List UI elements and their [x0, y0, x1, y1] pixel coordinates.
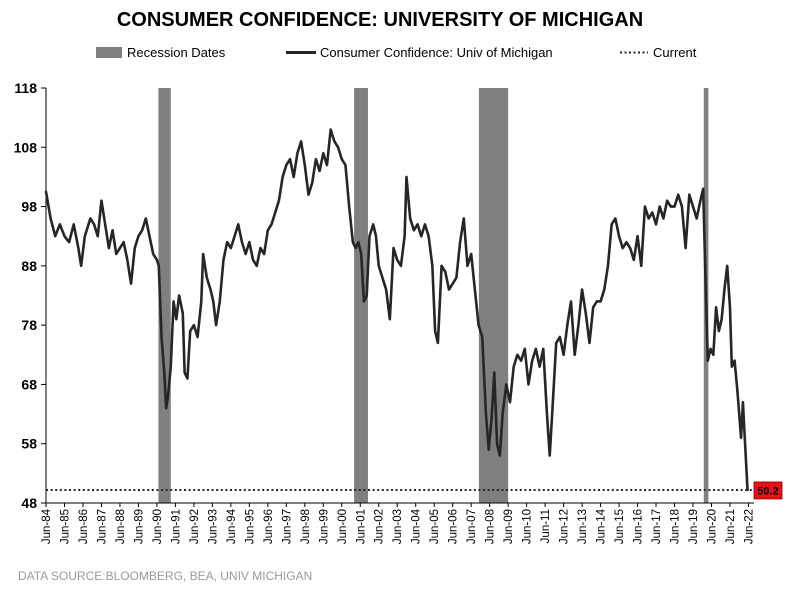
- x-tick-label-Jun-21: Jun-21: [725, 509, 737, 544]
- x-tick-label-Jun-90: Jun-90: [152, 509, 164, 544]
- x-tick-label-Jun-14: Jun-14: [596, 508, 608, 544]
- plot-area: 48 58 68 78 88 98 108 118 Jun-84 Jun-85 Jun-86 Jun-…: [14, 80, 783, 544]
- y-tick-label-108: 108: [14, 139, 38, 155]
- data-source-note: DATA SOURCE:BLOOMBERG, BEA, UNIV MICHIGA…: [18, 569, 312, 583]
- recession-band-3: [478, 88, 509, 503]
- y-tick-label-58: 58: [21, 436, 37, 452]
- legend: Recession Dates Consumer Confidence: Uni…: [96, 45, 697, 60]
- y-tick-label-48: 48: [21, 495, 37, 511]
- y-tick-label-88: 88: [21, 258, 37, 274]
- x-tick-label-Jun-12: Jun-12: [559, 509, 571, 544]
- x-tick-label-Jun-87: Jun-87: [96, 509, 108, 544]
- y-tick-label-118: 118: [14, 80, 37, 96]
- x-tick-label-Jun-86: Jun-86: [78, 509, 90, 544]
- x-tick-label-Jun-94: Jun-94: [226, 508, 238, 544]
- x-tick-label-Jun-11: Jun-11: [540, 509, 552, 543]
- x-tick-label-Jun-08: Jun-08: [485, 509, 497, 544]
- x-tick-label-Jun-96: Jun-96: [263, 509, 275, 544]
- x-tick-label-Jun-93: Jun-93: [207, 509, 219, 544]
- current-value-callout: [753, 481, 783, 500]
- x-tick-label-Jun-13: Jun-13: [577, 509, 589, 544]
- x-tick-label-Jun-92: Jun-92: [189, 509, 201, 544]
- x-tick-label-Jun-07: Jun-07: [466, 509, 478, 544]
- current-value-label: 50.2: [757, 485, 778, 497]
- legend-swatch-recession: [96, 47, 122, 58]
- legend-label-current: Current: [653, 45, 697, 60]
- x-tick-label-Jun-16: Jun-16: [633, 509, 645, 544]
- legend-label-confidence: Consumer Confidence: Univ of Michigan: [320, 45, 553, 60]
- x-tick-label-Jun-01: Jun-01: [355, 509, 367, 544]
- recession-band-2: [354, 88, 368, 503]
- x-tick-label-Jun-89: Jun-89: [133, 509, 145, 544]
- x-tick-label-Jun-18: Jun-18: [670, 509, 682, 544]
- x-tick-label-Jun-03: Jun-03: [392, 509, 404, 544]
- series-line-consumer-confidence: [44, 128, 749, 492]
- x-tick-label-Jun-97: Jun-97: [281, 509, 293, 544]
- x-tick-label-Jun-06: Jun-06: [448, 509, 460, 544]
- y-tick-label-98: 98: [21, 199, 37, 215]
- x-tick-label-Jun-15: Jun-15: [614, 509, 626, 544]
- x-tick-label-Jun-84: Jun-84: [41, 508, 53, 544]
- x-tick-label-Jun-04: Jun-04: [411, 508, 423, 544]
- x-tick-label-Jun-22: Jun-22: [743, 509, 755, 544]
- x-tick-label-Jun-10: Jun-10: [522, 509, 534, 544]
- x-tick-label-Jun-19: Jun-19: [688, 509, 700, 544]
- x-tick-label-Jun-85: Jun-85: [59, 509, 71, 544]
- x-tick-label-Jun-17: Jun-17: [651, 509, 663, 544]
- x-tick-label-Jun-00: Jun-00: [337, 509, 349, 544]
- x-tick-label-Jun-09: Jun-09: [503, 509, 515, 544]
- x-tick-label-Jun-95: Jun-95: [244, 509, 256, 544]
- x-tick-label-Jun-20: Jun-20: [706, 509, 718, 544]
- y-tick-label-78: 78: [21, 317, 37, 333]
- x-tick-label-Jun-05: Jun-05: [429, 509, 441, 544]
- x-tick-label-Jun-88: Jun-88: [115, 509, 127, 544]
- x-tick-label-Jun-98: Jun-98: [300, 509, 312, 544]
- x-tick-label-Jun-02: Jun-02: [374, 509, 386, 544]
- legend-label-recession: Recession Dates: [127, 45, 226, 60]
- chart-title: CONSUMER CONFIDENCE: UNIVERSITY OF MICHI…: [117, 9, 643, 31]
- x-tick-label-Jun-91: Jun-91: [170, 509, 182, 544]
- y-tick-label-68: 68: [21, 376, 37, 392]
- x-tick-label-Jun-99: Jun-99: [318, 509, 330, 544]
